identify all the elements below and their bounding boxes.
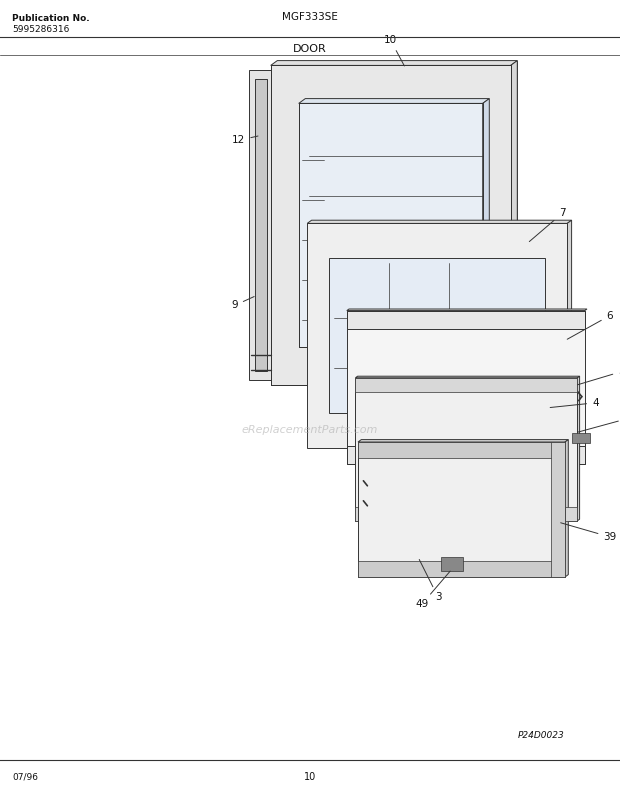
- Polygon shape: [483, 99, 489, 347]
- Text: Publication No.: Publication No.: [12, 14, 90, 23]
- Text: 3: 3: [419, 559, 441, 602]
- Text: P24D0023: P24D0023: [518, 731, 565, 740]
- Polygon shape: [355, 378, 577, 520]
- Polygon shape: [271, 66, 511, 385]
- Polygon shape: [358, 442, 565, 458]
- Polygon shape: [307, 220, 572, 223]
- Text: 9: 9: [231, 297, 254, 310]
- Polygon shape: [358, 440, 569, 442]
- Text: 10: 10: [384, 36, 404, 66]
- Polygon shape: [358, 561, 565, 577]
- Polygon shape: [249, 70, 271, 380]
- Polygon shape: [307, 223, 567, 448]
- Polygon shape: [255, 79, 267, 372]
- Polygon shape: [358, 442, 565, 577]
- Polygon shape: [511, 61, 517, 385]
- Polygon shape: [355, 507, 577, 520]
- Polygon shape: [299, 99, 489, 104]
- Text: 49: 49: [578, 413, 620, 432]
- Polygon shape: [347, 309, 587, 311]
- Text: MGF333SE: MGF333SE: [282, 12, 338, 22]
- Polygon shape: [355, 378, 577, 392]
- Polygon shape: [347, 311, 585, 464]
- Text: 52: 52: [577, 365, 620, 384]
- Polygon shape: [441, 557, 463, 571]
- Text: 6: 6: [567, 311, 613, 339]
- Text: 07/96: 07/96: [12, 772, 38, 781]
- Polygon shape: [572, 433, 590, 443]
- Polygon shape: [277, 61, 517, 380]
- Polygon shape: [299, 104, 483, 347]
- Polygon shape: [355, 377, 580, 378]
- Polygon shape: [271, 61, 517, 66]
- Polygon shape: [347, 311, 585, 328]
- Polygon shape: [577, 377, 580, 520]
- Text: 39: 39: [560, 523, 617, 542]
- Polygon shape: [347, 445, 585, 464]
- Text: eReplacementParts.com: eReplacementParts.com: [242, 425, 378, 435]
- Text: 4: 4: [550, 398, 599, 408]
- Text: 10: 10: [304, 772, 316, 782]
- Text: 49: 49: [415, 571, 450, 609]
- Polygon shape: [551, 442, 565, 577]
- Text: 5995286316: 5995286316: [12, 25, 69, 34]
- Text: DOOR: DOOR: [293, 44, 327, 54]
- Polygon shape: [565, 440, 569, 577]
- Text: 12: 12: [232, 135, 258, 146]
- Polygon shape: [567, 220, 572, 448]
- Polygon shape: [329, 259, 545, 414]
- Text: 7: 7: [529, 208, 565, 241]
